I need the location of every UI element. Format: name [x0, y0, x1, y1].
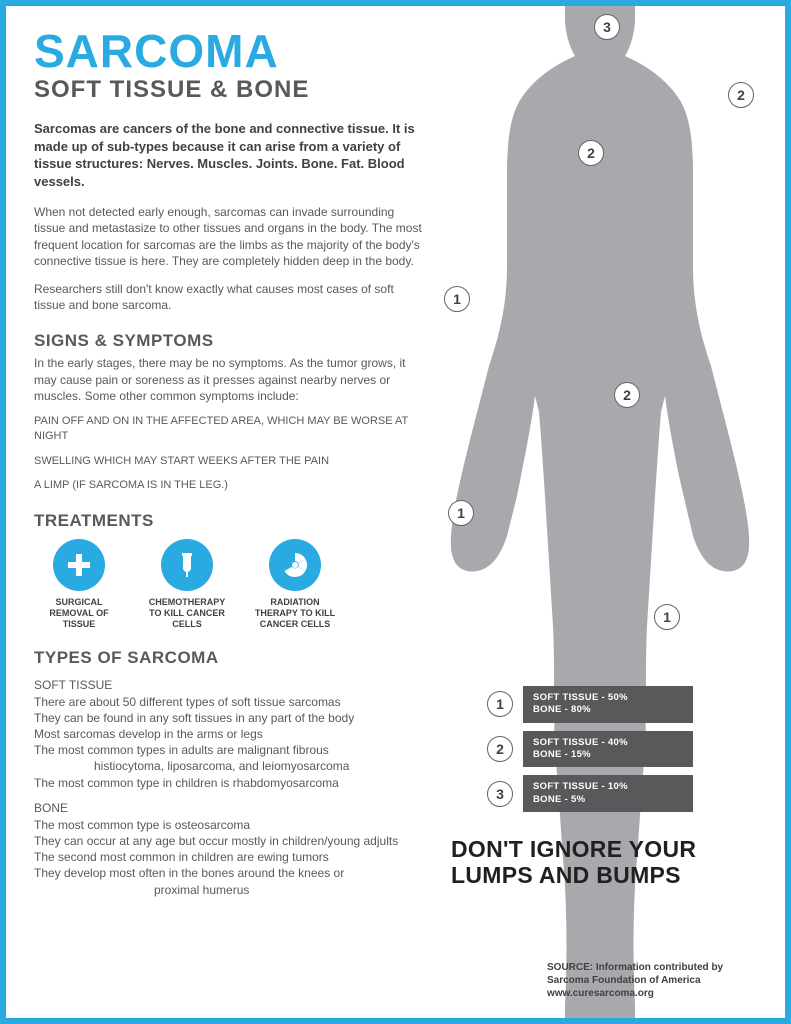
symptom-1: PAIN OFF AND ON IN THE AFFECTED AREA, WH… [34, 414, 424, 444]
types-bone-3: The second most common in children are e… [34, 849, 424, 865]
body-marker: 1 [654, 604, 680, 630]
plus-icon [53, 539, 105, 591]
legend-number: 1 [487, 691, 513, 717]
types-soft-3: Most sarcomas develop in the arms or leg… [34, 726, 424, 742]
legend-row: 3 SOFT TISSUE - 10%BONE - 5% [487, 775, 747, 812]
iv-bag-icon [161, 539, 213, 591]
body-marker: 2 [578, 140, 604, 166]
body-marker: 3 [594, 14, 620, 40]
title: SARCOMA [34, 28, 424, 74]
treatments-row: SURGICAL REMOVAL OF TISSUE CHEMOTHERAPY … [34, 539, 424, 629]
radiation-icon [269, 539, 321, 591]
body-marker: 2 [728, 82, 754, 108]
types-soft-1: There are about 50 different types of so… [34, 694, 424, 710]
types-soft-4a: The most common types in adults are mali… [34, 742, 424, 758]
body-marker: 1 [448, 500, 474, 526]
treatments-heading: TREATMENTS [34, 511, 424, 531]
tagline: DON'T IGNORE YOUR LUMPS AND BUMPS [451, 836, 771, 889]
types-soft-label: SOFT TISSUE [34, 678, 424, 692]
treatment-chemo: CHEMOTHERAPY TO KILL CANCER CELLS [142, 539, 232, 629]
treatment-1-label: SURGICAL REMOVAL OF TISSUE [34, 597, 124, 629]
types-bone-4a: They develop most often in the bones aro… [34, 865, 424, 881]
source-label: SOURCE: Information contributed by Sarco… [547, 961, 757, 987]
legend-box: SOFT TISSUE - 50%BONE - 80% [523, 686, 693, 723]
source-credit: SOURCE: Information contributed by Sarco… [547, 961, 757, 1000]
legend-box: SOFT TISSUE - 10%BONE - 5% [523, 775, 693, 812]
symptom-3: A LIMP (IF SARCOMA IS IN THE LEG.) [34, 478, 424, 493]
symptom-2: SWELLING WHICH MAY START WEEKS AFTER THE… [34, 454, 424, 469]
paragraph-1: When not detected early enough, sarcomas… [34, 204, 424, 269]
types-bone-4b: proximal humerus [34, 882, 424, 898]
content-column: SARCOMA SOFT TISSUE & BONE Sarcomas are … [34, 28, 424, 898]
body-marker: 2 [614, 382, 640, 408]
subtitle: SOFT TISSUE & BONE [34, 76, 424, 104]
intro-paragraph: Sarcomas are cancers of the bone and con… [34, 120, 424, 190]
signs-heading: SIGNS & SYMPTOMS [34, 331, 424, 351]
types-bone-1: The most common type is osteosarcoma [34, 817, 424, 833]
signs-description: In the early stages, there may be no sym… [34, 355, 424, 404]
legend-number: 2 [487, 736, 513, 762]
paragraph-2: Researchers still don't know exactly wha… [34, 281, 424, 313]
page: SARCOMA SOFT TISSUE & BONE Sarcomas are … [6, 6, 785, 1018]
legend-row: 2 SOFT TISSUE - 40%BONE - 15% [487, 731, 747, 768]
types-heading: TYPES OF SARCOMA [34, 648, 424, 668]
legend-box: SOFT TISSUE - 40%BONE - 15% [523, 731, 693, 768]
types-soft-2: They can be found in any soft tissues in… [34, 710, 424, 726]
legend-row: 1 SOFT TISSUE - 50%BONE - 80% [487, 686, 747, 723]
source-url: www.curesarcoma.org [547, 987, 757, 1000]
body-marker: 1 [444, 286, 470, 312]
legend: 1 SOFT TISSUE - 50%BONE - 80% 2 SOFT TISSUE… [487, 686, 747, 820]
types-soft-5: The most common type in children is rhab… [34, 775, 424, 791]
types-soft-4b: histiocytoma, liposarcoma, and leiomyosa… [34, 758, 424, 774]
types-bone-2: They can occur at any age but occur most… [34, 833, 424, 849]
treatment-2-label: CHEMOTHERAPY TO KILL CANCER CELLS [142, 597, 232, 629]
types-bone-label: BONE [34, 801, 424, 815]
treatment-3-label: RADIATION THERAPY TO KILL CANCER CELLS [250, 597, 340, 629]
treatment-radiation: RADIATION THERAPY TO KILL CANCER CELLS [250, 539, 340, 629]
treatment-surgical: SURGICAL REMOVAL OF TISSUE [34, 539, 124, 629]
legend-number: 3 [487, 781, 513, 807]
